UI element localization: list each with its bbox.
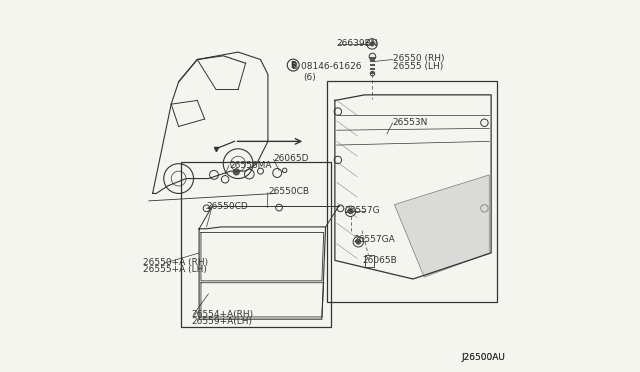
Circle shape	[234, 169, 239, 175]
Text: 26550CB: 26550CB	[268, 187, 309, 196]
Bar	[328, 81, 497, 302]
Text: B 08146-61626: B 08146-61626	[292, 62, 362, 71]
Polygon shape	[394, 175, 489, 277]
Text: 26065D: 26065D	[273, 154, 309, 163]
Bar	[180, 162, 331, 327]
Text: J26500AU: J26500AU	[461, 353, 505, 362]
Text: 26556MA: 26556MA	[229, 161, 271, 170]
Text: 26557GA: 26557GA	[353, 235, 396, 244]
Bar	[365, 255, 374, 267]
Text: 26553N: 26553N	[392, 118, 428, 126]
Text: 26550CD: 26550CD	[207, 202, 248, 211]
Text: (6): (6)	[303, 73, 316, 82]
Circle shape	[348, 209, 353, 214]
Text: 26557G: 26557G	[344, 206, 380, 215]
Text: 26550+A (RH): 26550+A (RH)	[143, 258, 209, 267]
Text: 26555 (LH): 26555 (LH)	[392, 62, 443, 71]
Text: 26555+A (LH): 26555+A (LH)	[143, 265, 207, 274]
Text: J26500AU: J26500AU	[461, 353, 505, 362]
Text: B: B	[291, 61, 296, 70]
Text: 26065B: 26065B	[363, 256, 397, 265]
Circle shape	[356, 240, 360, 244]
Text: 26639BN: 26639BN	[337, 39, 378, 48]
Circle shape	[370, 42, 374, 46]
Text: 26550 (RH): 26550 (RH)	[392, 54, 444, 63]
Text: 26559+A(LH): 26559+A(LH)	[191, 317, 253, 326]
Text: 26554+A(RH): 26554+A(RH)	[191, 310, 254, 319]
